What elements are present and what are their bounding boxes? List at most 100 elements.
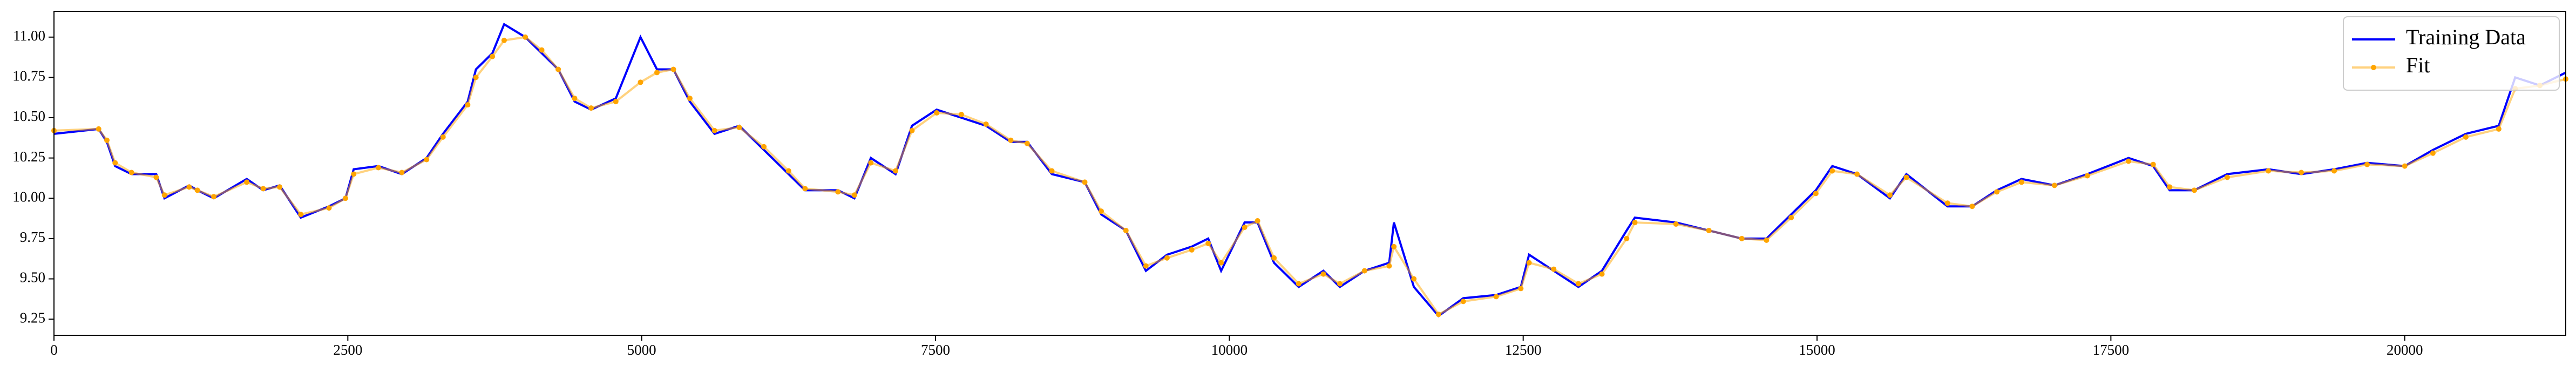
y-tick-label: 10.25	[12, 148, 45, 165]
fit-marker	[1813, 191, 1819, 197]
fit-marker	[1854, 171, 1860, 177]
fit-marker	[572, 96, 578, 102]
fit-marker	[1361, 268, 1367, 274]
series-line	[53, 36, 2566, 316]
fit-marker	[351, 171, 357, 177]
fit-marker	[868, 160, 874, 166]
fit-marker	[892, 168, 898, 174]
fit-marker	[2224, 174, 2230, 180]
fit-marker	[2430, 150, 2436, 156]
fit-marker	[465, 102, 471, 108]
fit-marker	[2051, 182, 2057, 188]
fit-marker	[194, 187, 200, 193]
fit-marker	[909, 127, 915, 133]
y-tick-label: 9.50	[20, 269, 45, 286]
fit-marker	[96, 126, 101, 132]
fit-marker	[1008, 137, 1014, 143]
y-tick-label: 11.00	[13, 28, 45, 44]
fit-marker	[835, 189, 841, 195]
fit-marker	[1271, 255, 1277, 261]
series-line	[53, 22, 2566, 317]
fit-marker	[958, 112, 964, 118]
fit-marker	[2018, 179, 2024, 185]
fit-marker	[2126, 158, 2132, 164]
fit-marker	[2299, 170, 2304, 175]
fit-marker	[539, 47, 545, 53]
fit-marker	[161, 192, 167, 198]
legend-box	[2343, 16, 2560, 91]
x-tick-label: 0	[50, 342, 58, 358]
fit-marker	[983, 121, 989, 127]
fit-marker	[342, 195, 348, 201]
fit-marker	[1411, 276, 1417, 282]
fit-marker	[1887, 192, 1893, 198]
fit-marker	[1706, 227, 1712, 233]
legend-label: Training Data	[2406, 25, 2526, 49]
fit-marker	[1551, 266, 1557, 272]
fit-marker	[588, 105, 594, 111]
fit-marker	[1632, 220, 1638, 226]
fit-marker	[1024, 140, 1030, 146]
fit-marker	[851, 192, 857, 198]
fit-marker	[1049, 168, 1055, 174]
fit-marker	[1526, 260, 1532, 266]
fit-marker	[1673, 221, 1679, 227]
fit-marker	[1493, 294, 1499, 300]
fit-marker	[104, 137, 110, 143]
legend-label: Fit	[2406, 53, 2430, 77]
fit-marker	[186, 184, 192, 190]
fit-marker	[424, 157, 430, 163]
fit-marker	[1242, 225, 1248, 230]
fit-marker	[638, 79, 643, 85]
x-tick-label: 15000	[1799, 342, 1835, 358]
plot-frame	[53, 11, 2566, 336]
fit-marker	[1296, 281, 1301, 287]
x-tick-label: 7500	[921, 342, 950, 358]
fit-marker	[2150, 161, 2156, 167]
y-tick-label: 9.75	[20, 229, 45, 245]
fit-marker	[1518, 286, 1524, 292]
legend-marker	[2371, 65, 2376, 70]
y-tick-label: 9.25	[20, 309, 45, 326]
fit-marker	[1739, 235, 1745, 241]
fit-marker	[2364, 161, 2370, 167]
fit-marker	[1764, 237, 1770, 243]
fit-marker	[473, 75, 479, 80]
fit-marker	[2402, 163, 2408, 169]
fit-marker	[490, 53, 496, 59]
legend: Training Data Fit	[2343, 16, 2560, 91]
fit-marker	[1391, 244, 1397, 249]
x-tick-label: 17500	[2093, 342, 2130, 358]
fit-marker	[1205, 240, 1211, 246]
fit-marker	[440, 134, 446, 140]
fit-marker	[802, 186, 808, 192]
fit-marker	[112, 160, 118, 166]
y-tick-label: 10.75	[12, 68, 45, 84]
fit-marker	[761, 144, 767, 150]
fit-marker	[260, 186, 266, 192]
fit-marker	[1969, 204, 1975, 209]
x-tick-label: 20000	[2387, 342, 2423, 358]
fit-marker	[613, 99, 619, 105]
fit-marker	[1994, 189, 2000, 195]
fit-marker	[785, 168, 791, 174]
fit-marker	[2167, 184, 2173, 190]
fit-marker	[1255, 218, 1260, 224]
fit-marker	[711, 127, 717, 133]
fit-marker	[326, 205, 332, 211]
fit-marker	[2266, 168, 2272, 174]
fit-marker	[1829, 168, 1835, 174]
fit-marker	[1099, 208, 1104, 214]
fit-marker	[1576, 281, 1582, 287]
fit-marker	[1337, 281, 1343, 287]
fit-marker	[1082, 179, 1088, 185]
fit-marker	[2191, 187, 2197, 193]
fit-marker	[375, 165, 381, 171]
fit-marker	[736, 124, 742, 130]
fit-marker	[1123, 227, 1129, 233]
fit-marker	[298, 212, 304, 218]
fit-marker	[654, 70, 660, 76]
fit-marker	[670, 66, 676, 72]
fit-marker	[1218, 260, 1224, 266]
